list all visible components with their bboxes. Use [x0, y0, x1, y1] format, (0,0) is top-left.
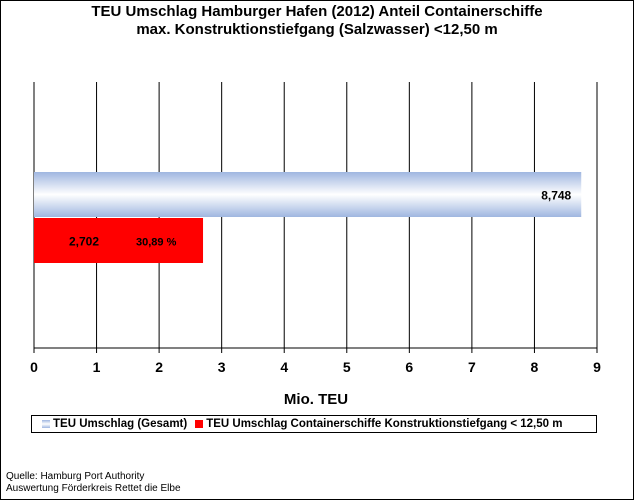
x-axis: 0 1 2 3 4 5 6 7 8 9 — [30, 347, 601, 375]
x-tick-label: 8 — [531, 359, 539, 375]
bar-total-label: 8,748 — [541, 189, 571, 203]
legend-label-total: TEU Umschlag (Gesamt) — [53, 418, 188, 430]
bar-container-label: 2,702 — [69, 235, 99, 249]
x-tick-label: 1 — [93, 359, 101, 375]
bar-container-percent-label: 30,89 % — [136, 237, 177, 249]
chart-title-line2: max. Konstruktionstiefgang (Salzwasser) … — [136, 21, 498, 38]
x-axis-label: Mio. TEU — [284, 391, 348, 408]
chart-title: TEU Umschlag Hamburger Hafen (2012) Ante… — [0, 3, 634, 39]
x-tick-label: 4 — [280, 359, 288, 375]
x-tick-label: 7 — [468, 359, 476, 375]
x-tick-label: 2 — [155, 359, 163, 375]
legend-item-total: TEU Umschlag (Gesamt) — [42, 416, 187, 432]
legend-swatch-container — [195, 420, 204, 428]
source-line1: Quelle: Hamburg Port Authority — [6, 471, 145, 482]
legend: TEU Umschlag (Gesamt) TEU Umschlag Conta… — [31, 415, 597, 433]
legend-label-container: TEU Umschlag Containerschiffe Konstrukti… — [206, 418, 563, 430]
source-line2: Auswertung Förderkreis Rettet die Elbe — [6, 483, 181, 494]
x-tick-label: 3 — [218, 359, 226, 375]
chart-title-line1: TEU Umschlag Hamburger Hafen (2012) Ante… — [91, 3, 543, 20]
bar-container — [34, 218, 204, 263]
legend-item-container: TEU Umschlag Containerschiffe Konstrukti… — [195, 416, 562, 432]
x-tick-label: 6 — [405, 359, 413, 375]
source-note: Quelle: Hamburg Port Authority Auswertun… — [6, 471, 181, 495]
x-tick-label: 5 — [343, 359, 351, 375]
legend-swatch-total — [42, 420, 50, 428]
x-tick-label: 9 — [593, 359, 601, 375]
bars: 8,748 2,702 30,89 % — [34, 172, 582, 263]
x-tick-label: 0 — [30, 359, 38, 375]
bar-total — [34, 172, 582, 217]
